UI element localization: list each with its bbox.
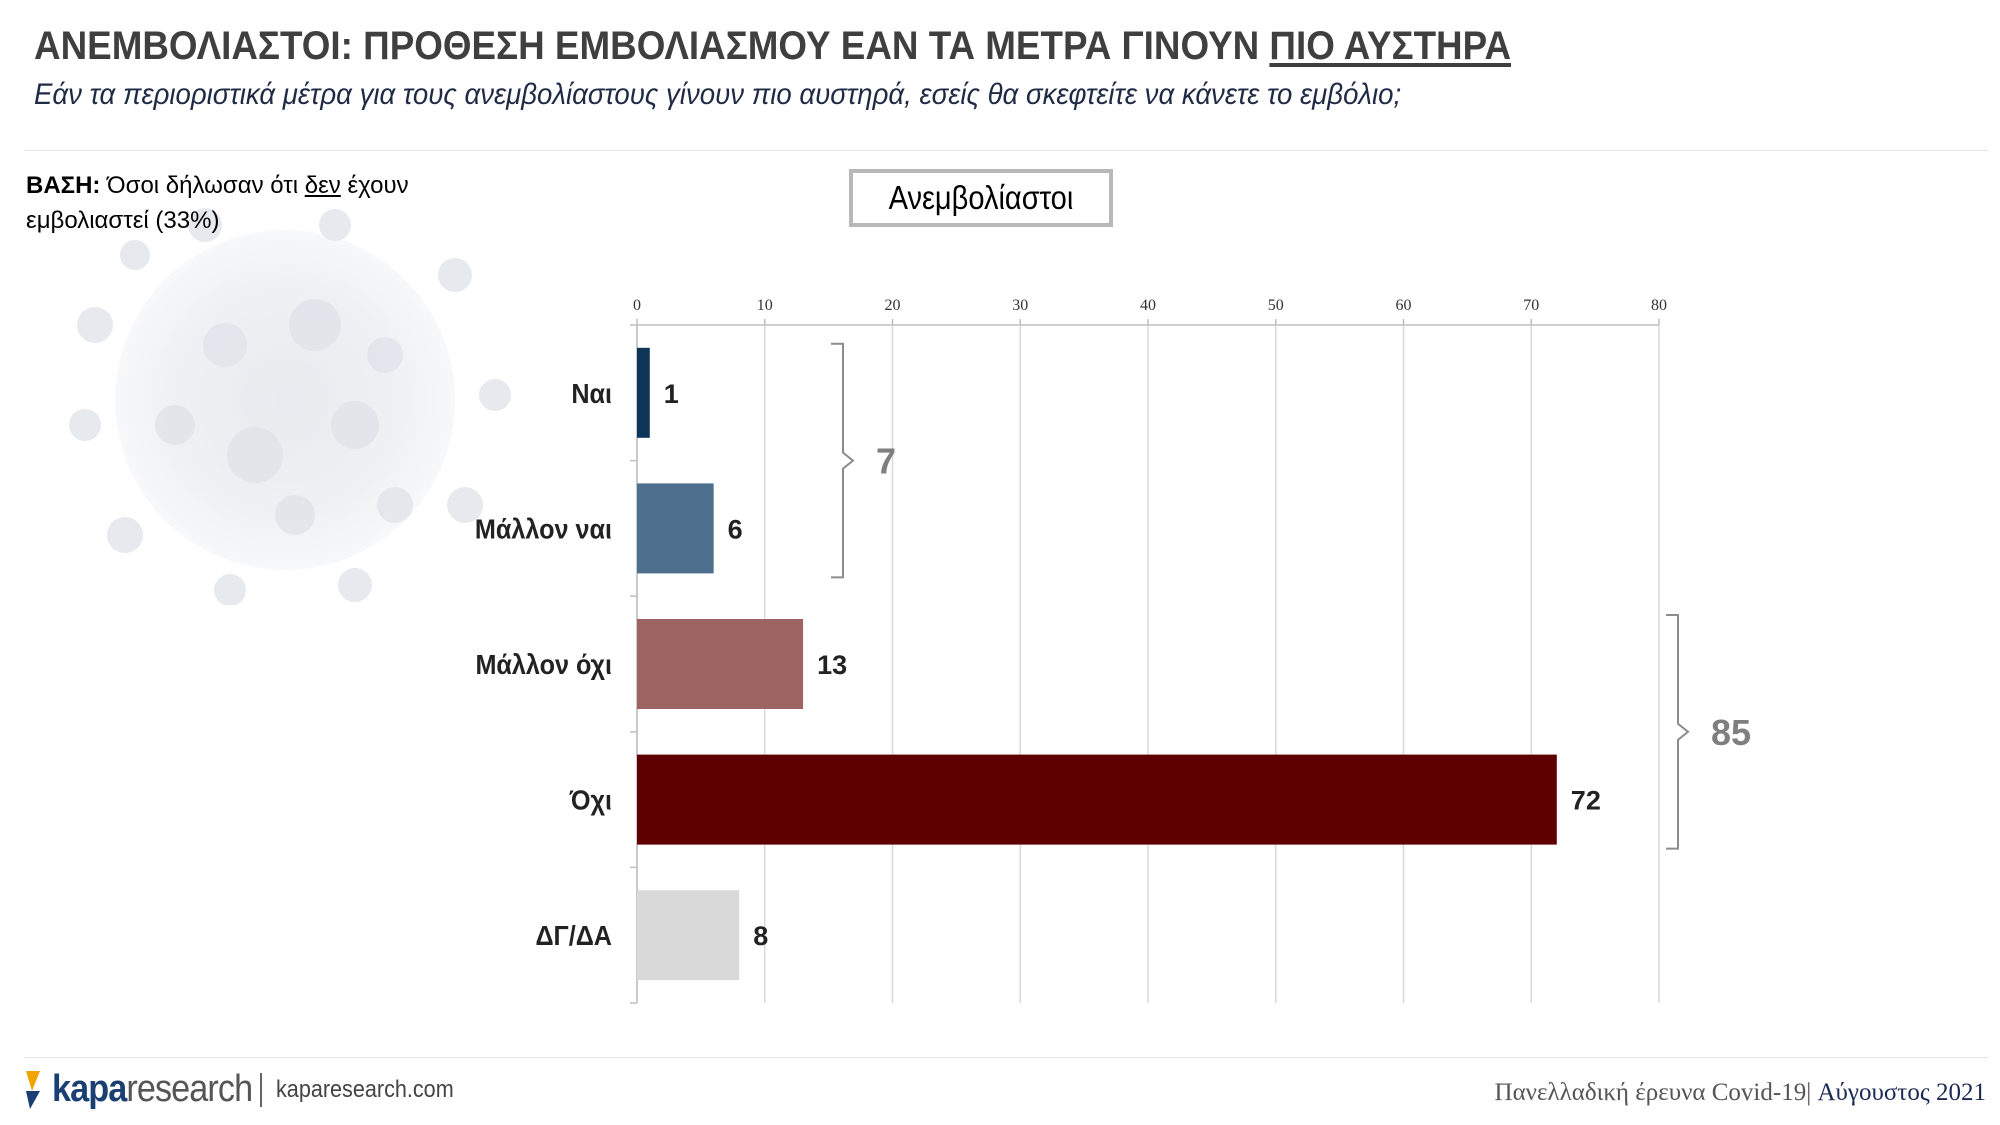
base-label: ΒΑΣΗ: bbox=[26, 172, 101, 199]
x-tick-label: 30 bbox=[1012, 297, 1028, 314]
category-label: Όχι bbox=[569, 784, 612, 816]
logo-light: research bbox=[126, 1068, 253, 1110]
page-title: ΑΝΕΜΒΟΛΙΑΣΤΟΙ: ΠΡΟΘΕΣΗ ΕΜΒΟΛΙΑΣΜΟΥ ΕΑΝ Τ… bbox=[34, 24, 1511, 69]
bracket-total: 85 bbox=[1711, 712, 1751, 753]
base-text-after: έχουν εμβολιαστεί (33%) bbox=[26, 172, 409, 234]
title-main: ΑΝΕΜΒΟΛΙΑΣΤΟΙ: ΠΡΟΘΕΣΗ ΕΜΒΟΛΙΑΣΜΟΥ ΕΑΝ Τ… bbox=[34, 24, 1270, 68]
bracket bbox=[831, 342, 855, 579]
logo-text: kaparesearch bbox=[52, 1068, 253, 1111]
footer-survey: Πανελλαδική έρευνα Covid-19| Αύγουστος 2… bbox=[1495, 1079, 1986, 1107]
x-tick-label: 20 bbox=[885, 297, 901, 314]
value-label: 72 bbox=[1571, 786, 1601, 816]
x-tick-label: 70 bbox=[1523, 297, 1539, 314]
base-text-underlined: δεν bbox=[304, 172, 341, 199]
logo-bold: kapa bbox=[52, 1068, 127, 1110]
legend-box: Ανεμβολίαστοι bbox=[849, 169, 1113, 227]
title-underlined: ΠΙΟ ΑΥΣΤΗΡΑ bbox=[1269, 24, 1512, 68]
header-divider bbox=[24, 150, 1988, 151]
category-label: ΔΓ/ΔΑ bbox=[535, 920, 612, 952]
base-note: ΒΑΣΗ: Όσοι δήλωσαν ότι δεν έχουν εμβολια… bbox=[26, 168, 496, 238]
x-tick-label: 0 bbox=[633, 297, 641, 314]
bracket bbox=[1666, 614, 1690, 850]
legend-label: Ανεμβολίαστοι bbox=[888, 179, 1074, 216]
category-label: Μάλλον ναι bbox=[475, 513, 612, 545]
x-tick-label: 50 bbox=[1268, 297, 1284, 314]
logo-separator bbox=[260, 1072, 263, 1107]
bar bbox=[637, 347, 650, 438]
x-tick-label: 40 bbox=[1140, 297, 1156, 314]
category-label: Ναι bbox=[571, 378, 612, 410]
category-label: Μάλλον όχι bbox=[475, 649, 612, 681]
bar bbox=[637, 890, 740, 981]
base-text-before: Όσοι δήλωσαν ότι bbox=[100, 172, 305, 199]
x-tick-label: 60 bbox=[1396, 297, 1412, 314]
value-label: 8 bbox=[753, 921, 768, 951]
bar bbox=[637, 483, 714, 574]
value-label: 6 bbox=[728, 514, 743, 544]
page-subtitle: Εάν τα περιοριστικά μέτρα για τους ανεμβ… bbox=[34, 78, 1402, 111]
survey-name: Πανελλαδική έρευνα Covid-19| bbox=[1494, 1079, 1812, 1106]
value-label: 13 bbox=[817, 650, 847, 680]
bar bbox=[637, 754, 1557, 845]
x-tick-label: 10 bbox=[757, 297, 773, 314]
kapa-logo-icon bbox=[26, 1070, 40, 1109]
footer-url: kaparesearch.com bbox=[276, 1075, 455, 1103]
value-label: 1 bbox=[664, 379, 679, 409]
virus-watermark-icon bbox=[69, 208, 511, 605]
survey-date: Αύγουστος 2021 bbox=[1811, 1079, 1986, 1106]
bracket-total: 7 bbox=[876, 441, 896, 482]
footer-logo: kaparesearch kaparesearch.com bbox=[22, 1068, 474, 1111]
x-tick-label: 80 bbox=[1651, 297, 1667, 314]
bar bbox=[637, 619, 804, 709]
footer-divider bbox=[24, 1057, 1988, 1058]
